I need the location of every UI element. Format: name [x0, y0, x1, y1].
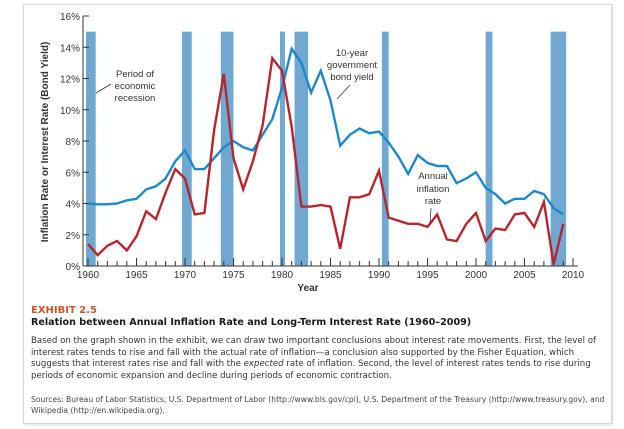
recession-annotation-line-2: economic [115, 81, 156, 92]
y-tick-label: 8% [66, 137, 81, 148]
recession-bar-0 [86, 31, 96, 266]
bond-annotation-line-3: bond yield [330, 72, 373, 83]
inflation-annotation-line-3: rate [425, 196, 441, 207]
y-axis-label: Inflation Rate or Interest Rate (Bond Yi… [40, 42, 51, 243]
recession-annotation-line-3: recession [115, 93, 156, 104]
y-tick-label: 6% [66, 168, 81, 179]
recession-annotation: Period of economic recession [95, 69, 156, 104]
recession-bar-3 [280, 31, 285, 266]
x-tick-label: 1975 [222, 270, 245, 281]
y-tick-label: 16% [60, 12, 80, 23]
inflation-annotation-line-1: Annual [418, 171, 448, 182]
x-tick-label: 2010 [562, 270, 585, 281]
x-ticks: 1960 1965 1970 1975 1980 1985 1990 1995 2000 2005… [77, 258, 585, 281]
bond-yield-line [87, 45, 564, 216]
x-tick-label: 1995 [416, 270, 439, 281]
x-tick-label: 1965 [125, 270, 148, 281]
x-axis-label: Year [297, 283, 318, 294]
bond-annotation-line-2: government [327, 60, 378, 71]
y-ticks: 0% 2% 4% 6% 8% 10% 12% 14% 16% [60, 12, 89, 273]
inflation-rate-line [87, 55, 565, 265]
recession-bar-2 [220, 31, 234, 266]
bond-annotation-line-1: 10-year [336, 48, 368, 59]
exhibit-label: EXHIBIT 2.5 [31, 305, 97, 316]
body-text-part-2: rate of inflation. Second, the level of … [31, 359, 591, 381]
axes [82, 16, 578, 267]
inflation-leader-line [429, 207, 432, 224]
x-tick-label: 1960 [77, 270, 100, 281]
bond-annotation: 10-year government bond yield [327, 48, 378, 100]
x-tick-label: 1985 [319, 270, 342, 281]
x-tick-label: 2000 [465, 270, 488, 281]
y-tick-label: 0% [66, 262, 81, 273]
y-tick-label: 10% [60, 106, 80, 117]
x-tick-label: 1990 [368, 270, 391, 281]
y-tick-label: 14% [60, 43, 80, 54]
recession-bar-5 [381, 31, 389, 266]
body-text: Based on the graph shown in the exhibit,… [31, 336, 609, 382]
recession-bar-1 [182, 31, 192, 266]
chart: 0%2%4%6%8%10%12%14%16% 1960 1965 1970 1975 1… [40, 12, 585, 294]
recession-bar-6 [485, 31, 493, 266]
y-tick-label: 2% [66, 231, 81, 242]
recession-annotation-line-1: Period of [116, 69, 154, 80]
x-tick-label: 2005 [513, 270, 536, 281]
bond-leader-line [336, 84, 351, 100]
x-tick-label: 1980 [271, 270, 294, 281]
y-tick-label: 12% [60, 75, 80, 86]
sources-text: Sources: Bureau of Labor Statistics, U.S… [31, 395, 605, 415]
series-lines [87, 45, 565, 265]
body-text-emphasis: expected [243, 359, 284, 370]
recession-bar-4 [294, 31, 309, 266]
y-tick-label: 4% [66, 200, 81, 211]
inflation-annotation-line-2: inflation [417, 184, 450, 195]
x-tick-label: 1970 [174, 270, 197, 281]
exhibit-title: Relation between Annual Inflation Rate a… [31, 317, 472, 328]
inflation-annotation: Annual inflation rate [417, 171, 450, 224]
recession-leader-line [95, 83, 112, 94]
body-text-part-1: Based on the graph shown in the exhibit,… [31, 336, 597, 370]
recession-bar-7 [550, 31, 567, 266]
